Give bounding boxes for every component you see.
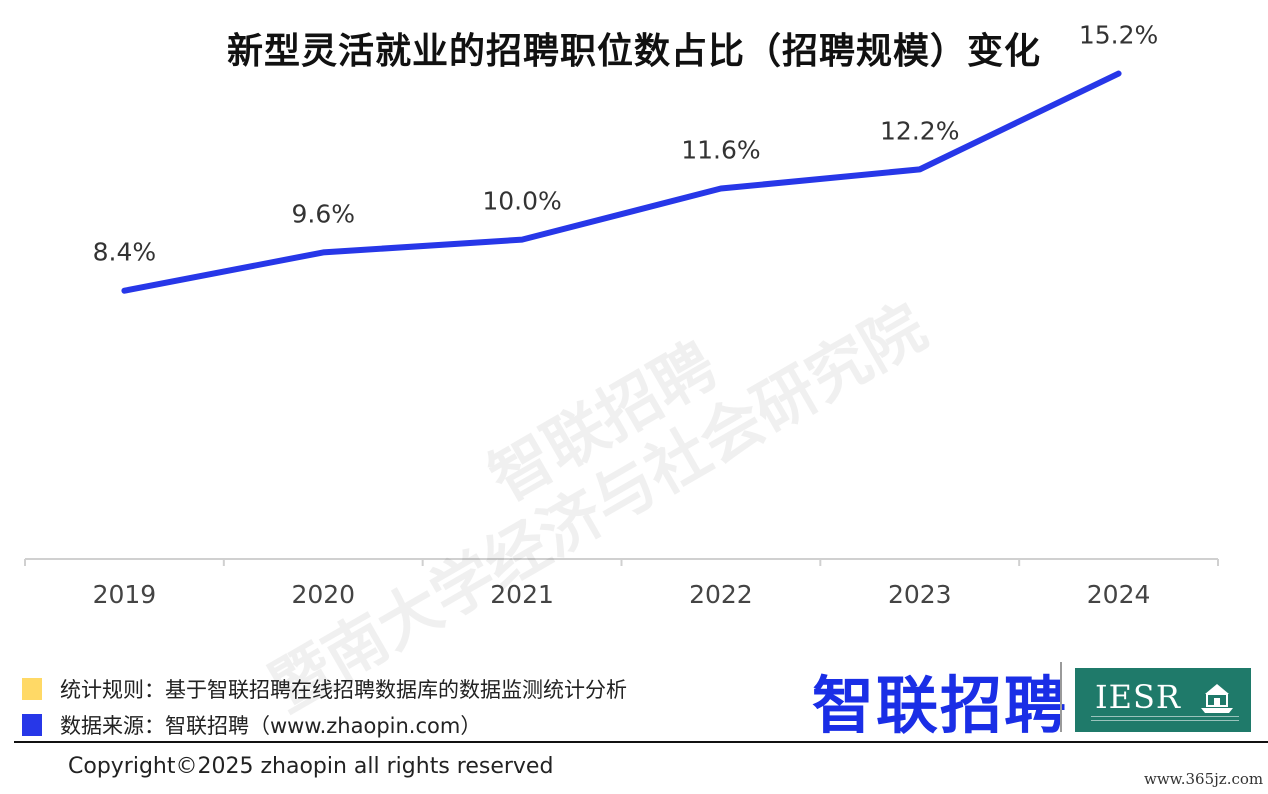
logo-divider <box>1060 662 1062 732</box>
series-line <box>121 70 1122 294</box>
footer-divider <box>14 741 1268 743</box>
data-label-2021: 10.0% <box>482 187 561 216</box>
site-watermark: www.365jz.com <box>1144 770 1264 788</box>
data-label-2022: 11.6% <box>681 136 760 165</box>
data-label-2020: 9.6% <box>291 199 355 228</box>
legend-swatch-blue <box>22 714 42 736</box>
iesr-subtitle-lines <box>1091 716 1239 721</box>
x-tick-label-2019: 2019 <box>93 580 157 609</box>
x-tick-label-2021: 2021 <box>490 580 554 609</box>
legend-swatch-yellow <box>22 678 42 700</box>
legend-item-rule: 统计规则：基于智联招聘在线招聘数据库的数据监测统计分析 <box>22 674 627 704</box>
data-label-2019: 8.4% <box>93 238 157 267</box>
series-line-layer <box>121 70 1122 294</box>
legend-item-source: 数据来源：智联招聘（www.zhaopin.com） <box>22 710 481 740</box>
line-chart: 2019 2020 2021 2022 2023 2024 8.4% 9.6% 10.0% 11… <box>24 21 1219 609</box>
iesr-logo-text: IESR <box>1095 678 1182 716</box>
x-tick-label-2020: 2020 <box>291 580 355 609</box>
copyright-text: Copyright©2025 zhaopin all rights reserv… <box>68 754 554 779</box>
data-label-2024: 15.2% <box>1079 21 1158 50</box>
x-tick-label-2023: 2023 <box>888 580 952 609</box>
x-tick-labels: 2019 2020 2021 2022 2023 2024 <box>93 580 1151 609</box>
data-label-2023: 12.2% <box>880 116 959 145</box>
data-labels: 8.4% 9.6% 10.0% 11.6% 12.2% 15.2% <box>93 21 1159 267</box>
x-axis <box>24 558 1219 566</box>
legend-label-source: 数据来源：智联招聘（www.zhaopin.com） <box>60 714 482 738</box>
zhaopin-logo: 智联招聘 <box>812 669 1069 742</box>
chart-title: 新型灵活就业的招聘职位数占比（招聘规模）变化 <box>226 31 1041 72</box>
x-tick-label-2022: 2022 <box>689 580 753 609</box>
x-tick-label-2024: 2024 <box>1087 580 1151 609</box>
iesr-emblem-icon <box>1201 684 1233 713</box>
iesr-logo: IESR <box>1075 668 1251 732</box>
legend-label-rule: 统计规则：基于智联招聘在线招聘数据库的数据监测统计分析 <box>60 678 627 702</box>
